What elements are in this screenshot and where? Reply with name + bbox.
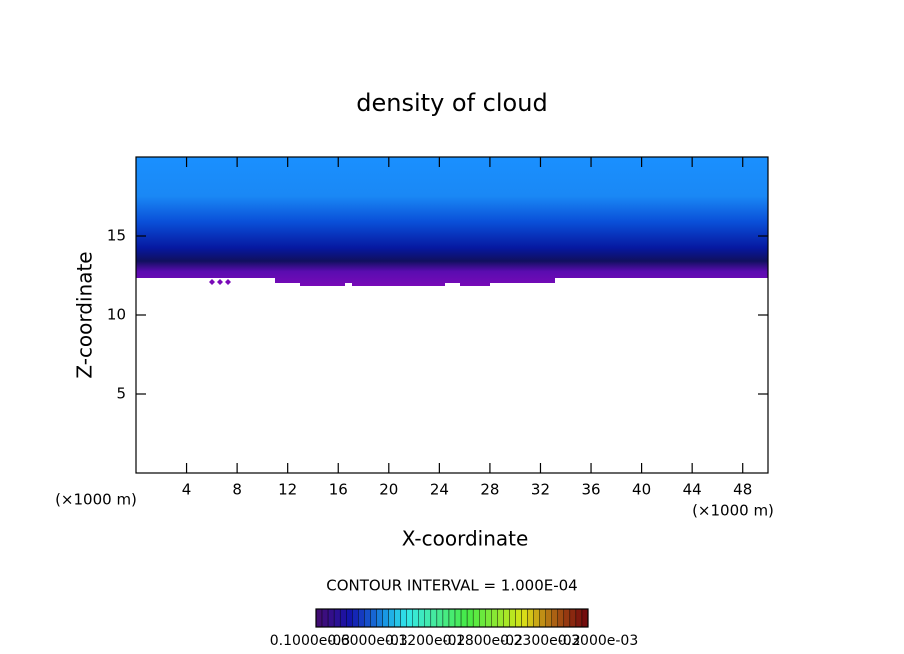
colorbar-stripe <box>436 608 444 628</box>
colorbar-stripe <box>412 608 419 628</box>
colorbar-stripe <box>376 608 383 628</box>
x-tick-label: 24 <box>430 481 449 499</box>
x-unit-label: (×1000 m) <box>692 502 774 520</box>
colorbar-stripe <box>491 608 498 628</box>
colorbar-stripe <box>485 608 492 628</box>
colorbar-frame <box>315 608 589 628</box>
cloud-contours <box>136 157 768 286</box>
colorbar-stripe <box>472 608 480 628</box>
colorbar-stripe <box>454 608 462 628</box>
colorbar-stripe <box>460 608 468 628</box>
colorbar-stripe <box>321 608 329 628</box>
colorbar-stripe <box>430 608 438 628</box>
colorbar <box>315 608 589 628</box>
colorbar-stripe <box>448 608 456 628</box>
colorbar-stripe <box>503 608 510 628</box>
x-unit-label: (×1000 m) <box>55 491 137 509</box>
colorbar-stripe <box>382 608 389 628</box>
colorbar-stripe <box>406 608 413 628</box>
colorbar-stripe <box>479 608 486 628</box>
x-tick-label: 16 <box>329 481 348 499</box>
colorbar-stripe <box>339 608 347 628</box>
colorbar-stripe <box>358 608 365 628</box>
colorbar-stripe <box>333 608 341 628</box>
y-tick-label: 10 <box>107 306 126 324</box>
colorbar-stripe <box>418 608 425 628</box>
contour-note: CONTOUR INTERVAL = 1.000E-04 <box>326 577 577 595</box>
x-tick-label: 28 <box>480 481 499 499</box>
x-tick-label: 20 <box>379 481 398 499</box>
colorbar-stripe <box>370 608 377 628</box>
cloud-specks <box>209 279 231 285</box>
x-axis-label: X-coordinate <box>402 527 529 551</box>
colorbar-stripe <box>352 608 359 628</box>
colorbar-label: 0.1000e-03 <box>270 633 350 649</box>
colorbar-stripe <box>424 608 432 628</box>
y-axis-label: Z-coordinate <box>73 251 97 378</box>
colorbar-stripe <box>533 608 540 628</box>
colorbar-stripe <box>563 608 571 628</box>
chart-title: density of cloud <box>356 89 547 117</box>
y-tick-label: 5 <box>116 385 126 403</box>
colorbar-label: 0.1800e-02 <box>443 633 523 649</box>
colorbar-label: 0.6000e-03 <box>327 633 407 649</box>
colorbar-stripe <box>551 608 558 628</box>
colorbar-stripe <box>327 608 335 628</box>
colorbar-stripe <box>515 608 522 628</box>
x-tick-label: 48 <box>733 481 752 499</box>
y-tick-label: 15 <box>107 227 126 245</box>
x-tick-label: 4 <box>182 481 192 499</box>
colorbar-stripe <box>346 608 353 628</box>
colorbar-stripe <box>557 608 565 628</box>
colorbar-stripe <box>400 608 407 628</box>
colorbar-stripe <box>581 608 589 628</box>
colorbar-stripe <box>466 608 474 628</box>
x-tick-label: 44 <box>683 481 702 499</box>
x-tick-label: 12 <box>278 481 297 499</box>
x-tick-label: 8 <box>232 481 242 499</box>
colorbar-stripe <box>539 608 546 628</box>
colorbar-stripe <box>364 608 371 628</box>
colorbar-stripe <box>442 608 450 628</box>
colorbar-stripe <box>575 608 583 628</box>
colorbar-stripe <box>509 608 516 628</box>
colorbar-stripe <box>527 608 534 628</box>
colorbar-stripe <box>569 608 577 628</box>
colorbar-label: 0.2300e-02 <box>500 633 580 649</box>
colorbar-label: 0.1200e-02 <box>385 633 465 649</box>
colorbar-label: 0.3000e-03 <box>558 633 638 649</box>
colorbar-stripe <box>521 608 528 628</box>
x-tick-label: 40 <box>632 481 651 499</box>
x-tick-label: 32 <box>531 481 550 499</box>
colorbar-stripe <box>315 608 323 628</box>
colorbar-stripe <box>388 608 395 628</box>
colorbar-stripe <box>394 608 401 628</box>
colorbar-stripe <box>497 608 504 628</box>
x-tick-label: 36 <box>581 481 600 499</box>
colorbar-stripe <box>545 608 552 628</box>
